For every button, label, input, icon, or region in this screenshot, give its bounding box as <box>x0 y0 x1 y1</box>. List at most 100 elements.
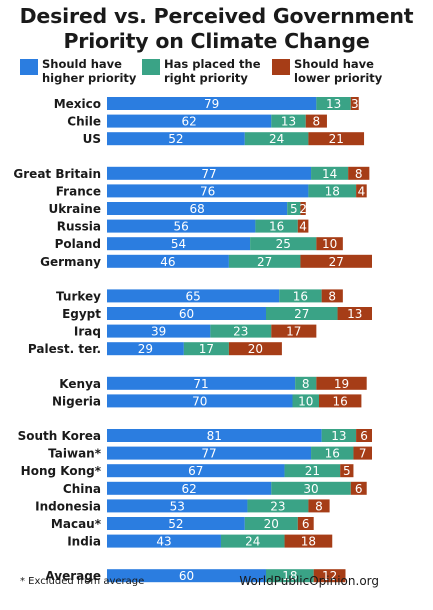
category-label-average: Average <box>45 569 101 583</box>
bar-higher-macau <box>107 517 245 530</box>
bar-higher-germany <box>107 254 229 268</box>
value-label-lower-turkey: 8 <box>328 289 336 303</box>
bar-higher-indonesia <box>107 499 248 513</box>
legend-label-lower-line-1: Should have <box>294 57 374 71</box>
category-label-russia: Russia <box>57 220 101 234</box>
bar-higher-poland <box>107 237 251 251</box>
legend-swatch-higher <box>20 59 38 75</box>
bar-higher-iraq <box>107 324 211 338</box>
bar-right-great-britain <box>311 166 349 180</box>
value-label-higher-macau: 52 <box>168 517 183 531</box>
bar-lower-us <box>308 132 365 146</box>
value-label-lower-indonesia: 8 <box>315 499 323 513</box>
category-label-taiwan: Taiwan* <box>48 447 102 461</box>
value-label-higher-iraq: 39 <box>151 325 166 339</box>
value-label-lower-india: 18 <box>301 535 316 549</box>
value-label-higher-nigeria: 70 <box>192 394 207 408</box>
bar-lower-russia <box>297 219 309 233</box>
value-label-lower-macau: 6 <box>302 517 310 531</box>
value-label-right-chile: 13 <box>281 115 296 129</box>
value-label-lower-russia: 4 <box>299 220 307 234</box>
legend-label-higher-line-1: Should have <box>42 57 122 71</box>
category-label-us: US <box>83 132 101 146</box>
value-label-lower-nigeria: 16 <box>333 394 348 408</box>
value-label-higher-south-korea: 81 <box>207 429 222 443</box>
category-label-kenya: Kenya <box>59 377 101 391</box>
bar-higher-china <box>107 481 272 495</box>
value-label-higher-average: 60 <box>179 569 194 583</box>
value-label-right-great-britain: 14 <box>322 167 337 181</box>
bar-higher-south-korea <box>107 429 322 442</box>
bar-right-taiwan <box>311 446 354 460</box>
footnote: * Excluded from average <box>20 576 145 587</box>
bar-lower-chile <box>305 114 327 128</box>
category-label-hong-kong: Hong Kong* <box>21 464 102 478</box>
value-label-higher-russia: 56 <box>174 220 189 234</box>
bar-lower-taiwan <box>353 446 372 460</box>
bar-right-kenya <box>295 376 317 390</box>
bar-right-germany <box>228 254 301 268</box>
bar-higher-palest-ter <box>107 342 184 356</box>
bar-lower-egypt <box>337 307 372 320</box>
category-label-mexico: Mexico <box>54 97 101 111</box>
value-label-higher-us: 52 <box>168 132 183 146</box>
value-label-lower-egypt: 13 <box>347 307 362 321</box>
value-label-right-taiwan: 16 <box>325 447 340 461</box>
bar-lower-france <box>356 184 367 198</box>
bar-right-palest-ter <box>183 342 229 356</box>
value-label-right-egypt: 27 <box>294 307 309 321</box>
chart-title: Desired vs. Perceived Government Priorit… <box>0 4 433 54</box>
bar-right-hong-kong <box>284 464 341 478</box>
value-label-lower-mexico: 3 <box>351 97 359 111</box>
bar-higher-kenya <box>107 376 296 390</box>
bar-lower-turkey <box>321 289 343 303</box>
value-label-right-palest-ter: 17 <box>199 342 214 356</box>
value-label-right-mexico: 13 <box>326 97 341 111</box>
value-label-higher-chile: 62 <box>182 115 197 129</box>
value-label-higher-ukraine: 68 <box>189 202 204 216</box>
legend-label-lower: Should have lower priority <box>294 57 382 85</box>
legend-swatch-lower <box>272 59 290 75</box>
bar-lower-hong-kong <box>340 464 354 478</box>
bar-right-china <box>271 481 351 495</box>
bar-right-south-korea <box>321 429 357 442</box>
value-label-higher-egypt: 60 <box>179 307 194 321</box>
bar-higher-average <box>107 569 266 583</box>
bar-right-chile <box>271 114 306 128</box>
value-label-lower-palest-ter: 20 <box>248 342 263 356</box>
bar-right-mexico <box>316 97 351 110</box>
category-label-poland: Poland <box>55 237 101 251</box>
value-label-right-macau: 20 <box>264 517 279 531</box>
bar-higher-great-britain <box>107 166 312 180</box>
value-label-lower-great-britain: 8 <box>355 167 363 181</box>
value-label-right-ukraine: 5 <box>290 202 298 216</box>
bar-right-poland <box>250 237 317 251</box>
legend-label-right-line-2: right priority <box>164 70 248 85</box>
bar-lower-macau <box>297 517 314 530</box>
category-label-south-korea: South Korea <box>18 429 101 443</box>
bar-right-iraq <box>210 324 272 338</box>
value-label-right-poland: 25 <box>276 237 291 251</box>
bar-right-france <box>308 184 357 198</box>
bar-lower-iraq <box>271 324 317 338</box>
bar-higher-chile <box>107 114 272 128</box>
bar-higher-egypt <box>107 307 266 320</box>
category-label-india: India <box>67 535 101 549</box>
value-label-lower-chile: 8 <box>313 115 321 129</box>
bar-higher-taiwan <box>107 446 312 460</box>
bar-right-ukraine <box>287 202 301 215</box>
value-label-lower-south-korea: 6 <box>360 429 368 443</box>
bar-higher-mexico <box>107 97 317 110</box>
bar-right-macau <box>244 517 298 530</box>
value-label-right-us: 24 <box>269 132 284 146</box>
value-label-right-average: 18 <box>282 569 297 583</box>
legend-label-higher: Should have higher priority <box>42 57 136 85</box>
category-label-china: China <box>63 482 101 496</box>
bar-lower-indonesia <box>308 499 330 513</box>
value-label-lower-ukraine: 2 <box>299 202 307 216</box>
bar-right-egypt <box>266 307 338 320</box>
bar-lower-poland <box>316 237 343 251</box>
value-label-right-indonesia: 23 <box>270 499 285 513</box>
value-label-lower-us: 21 <box>329 132 344 146</box>
